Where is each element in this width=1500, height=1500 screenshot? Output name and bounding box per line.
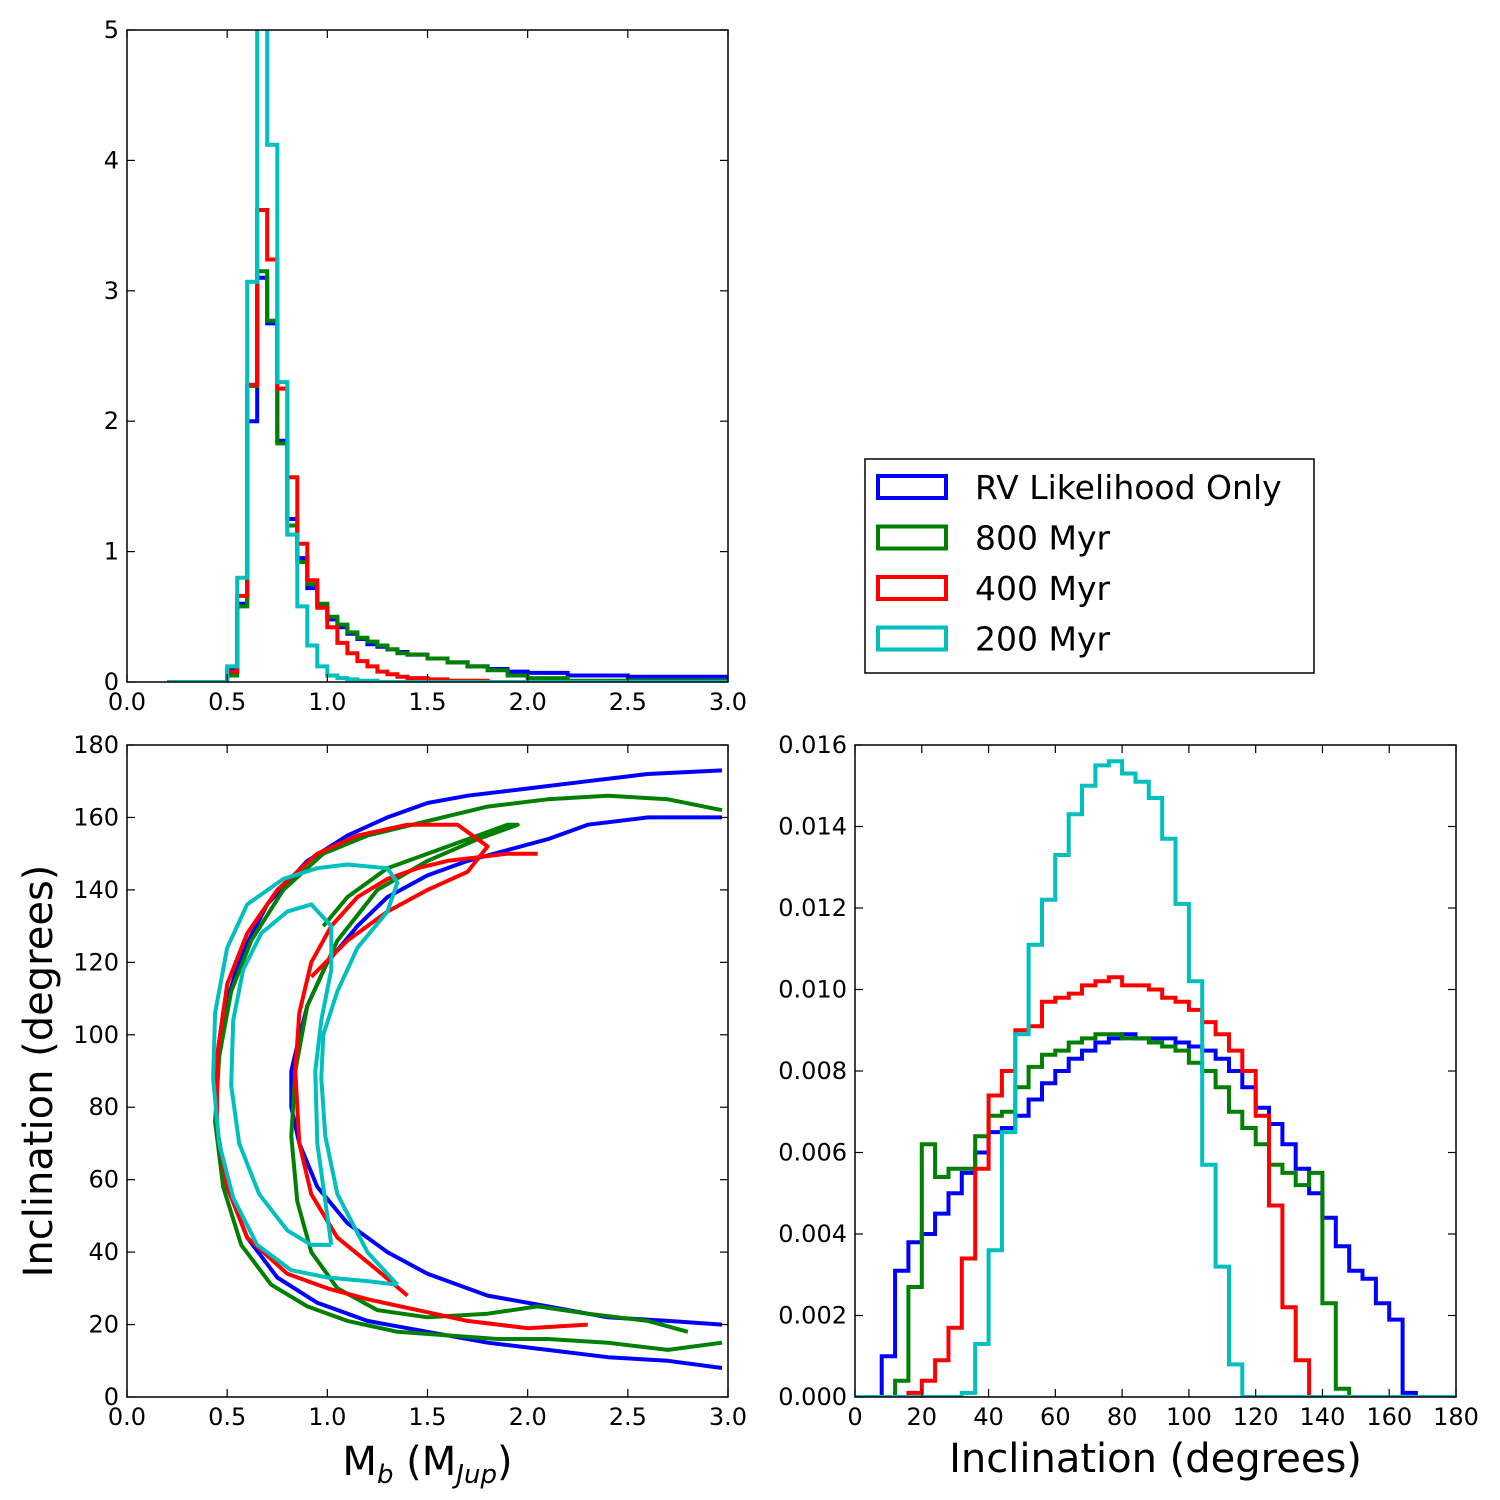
- y-tick-label: 4: [104, 146, 119, 174]
- y-tick-label: 0.008: [778, 1057, 847, 1085]
- y-tick-label: 3: [104, 277, 119, 305]
- legend-frame: [864, 458, 1315, 674]
- x-tick-label: 0.5: [208, 688, 246, 716]
- series-800-myr: [167, 269, 728, 682]
- x-tick-label: 160: [1366, 1403, 1412, 1431]
- series-200-myr: [855, 759, 1456, 1397]
- y-tick-label: 5: [104, 16, 119, 44]
- contour-800-myr-inner: [289, 822, 689, 1334]
- inclination-histogram-ticks: 0 20 40 60 80 100 120 140 160 180 0.000 0.002 0.004 0…: [778, 731, 1479, 1431]
- y-tick-label: 0.012: [778, 894, 847, 922]
- x-tick-label: 20: [907, 1403, 938, 1431]
- contour-panel-data: [211, 768, 723, 1370]
- x-tick-label: 2.0: [509, 688, 547, 716]
- mass-inclination-contour-panel: 0.0 0.5 1.0 1.5 2.0 2.5 3.0 0 20 40 60 80 100 120 140 1…: [16, 731, 747, 1490]
- x-tick-label: 120: [1233, 1403, 1279, 1431]
- x-tick-label: 1.0: [308, 688, 346, 716]
- legend-swatch-800-myr: [876, 524, 948, 551]
- legend-swatch-200-myr: [876, 625, 948, 652]
- y-tick-label: 180: [73, 731, 119, 759]
- x-tick-label: 1.5: [408, 1403, 446, 1431]
- x-tick-label: 1.0: [308, 1403, 346, 1431]
- y-tick-label: 0.002: [778, 1302, 847, 1330]
- y-tick-label: 80: [88, 1093, 119, 1121]
- series-rv-likelihood-only: [167, 275, 728, 682]
- contour-400-myr-inner: [293, 851, 538, 1298]
- y-tick-label: 120: [73, 948, 119, 976]
- contour-panel-ticks: 0.0 0.5 1.0 1.5 2.0 2.5 3.0 0 20 40 60 80 100 120 140 1…: [73, 731, 747, 1431]
- mass-histogram-ticks: 0.0 0.5 1.0 1.5 2.0 2.5 3.0 0 1 2 3 4 5: [104, 16, 747, 716]
- x-tick-label: 1.5: [408, 688, 446, 716]
- x-tick-label: 2.0: [509, 1403, 547, 1431]
- x-tick-label: 0: [847, 1403, 862, 1431]
- legend-label-rv-likelihood-only: RV Likelihood Only: [975, 468, 1282, 507]
- series-400-myr: [855, 975, 1456, 1397]
- y-axis-label: Inclination (degrees): [16, 865, 62, 1278]
- mass-histogram-panel: 0.0 0.5 1.0 1.5 2.0 2.5 3.0 0 1 2 3 4 5: [104, 16, 747, 716]
- y-tick-label: 0: [104, 668, 119, 696]
- y-tick-label: 20: [88, 1311, 119, 1339]
- series-rv-likelihood-only: [855, 1032, 1456, 1397]
- x-tick-label: 180: [1433, 1403, 1479, 1431]
- x-axis-label: Mb (MJup): [342, 1439, 512, 1490]
- y-tick-label: 0.006: [778, 1139, 847, 1167]
- x-tick-label: 3.0: [709, 688, 747, 716]
- mass-histogram-data: [167, 30, 728, 682]
- y-tick-label: 100: [73, 1021, 119, 1049]
- x-tick-label: 0.5: [208, 1403, 246, 1431]
- inclination-histogram-frame: [854, 744, 1457, 1398]
- contour-200-myr-inner: [229, 902, 334, 1247]
- x-axis-label: Inclination (degrees): [949, 1436, 1362, 1482]
- inclination-histogram-panel: 0 20 40 60 80 100 120 140 160 180 0.000 0.002 0.004 0…: [778, 731, 1479, 1482]
- y-tick-label: 0.010: [778, 976, 847, 1004]
- x-tick-label: 80: [1107, 1403, 1138, 1431]
- legend: RV Likelihood Only 800 Myr 400 Myr 200 Myr: [864, 458, 1315, 674]
- x-tick-label: 100: [1166, 1403, 1212, 1431]
- series-200-myr: [167, 30, 728, 682]
- contour-rv-likelihood-only-inner: [289, 815, 723, 1327]
- x-tick-label: 60: [1040, 1403, 1071, 1431]
- y-tick-label: 0.004: [778, 1220, 847, 1248]
- y-tick-label: 0.014: [778, 813, 847, 841]
- y-tick-label: 60: [88, 1166, 119, 1194]
- mass-histogram-frame: [126, 29, 729, 683]
- x-tick-label: 140: [1300, 1403, 1346, 1431]
- x-tick-label: 0.0: [108, 688, 146, 716]
- series-800-myr: [855, 1032, 1456, 1397]
- x-tick-label: 3.0: [709, 1403, 747, 1431]
- y-tick-label: 0: [104, 1383, 119, 1411]
- y-tick-label: 140: [73, 876, 119, 904]
- legend-swatch-400-myr: [876, 575, 948, 601]
- y-tick-label: 1: [104, 538, 119, 566]
- y-tick-label: 0.016: [778, 731, 847, 759]
- legend-swatch-rv-likelihood-only: [876, 474, 948, 500]
- x-tick-label: 0.0: [108, 1403, 146, 1431]
- legend-label-400-myr: 400 Myr: [975, 569, 1110, 608]
- x-tick-label: 40: [973, 1403, 1004, 1431]
- inclination-histogram-data: [855, 759, 1456, 1397]
- y-tick-label: 0.000: [778, 1383, 847, 1411]
- contour-400-myr-outer: [215, 822, 588, 1331]
- x-tick-label: 2.5: [609, 1403, 647, 1431]
- contour-200-myr-outer: [211, 862, 400, 1287]
- legend-label-200-myr: 200 Myr: [975, 620, 1110, 659]
- legend-label-800-myr: 800 Myr: [975, 519, 1110, 558]
- y-tick-label: 2: [104, 407, 119, 435]
- x-tick-label: 2.5: [609, 688, 647, 716]
- y-tick-label: 160: [73, 803, 119, 831]
- y-tick-label: 40: [88, 1238, 119, 1266]
